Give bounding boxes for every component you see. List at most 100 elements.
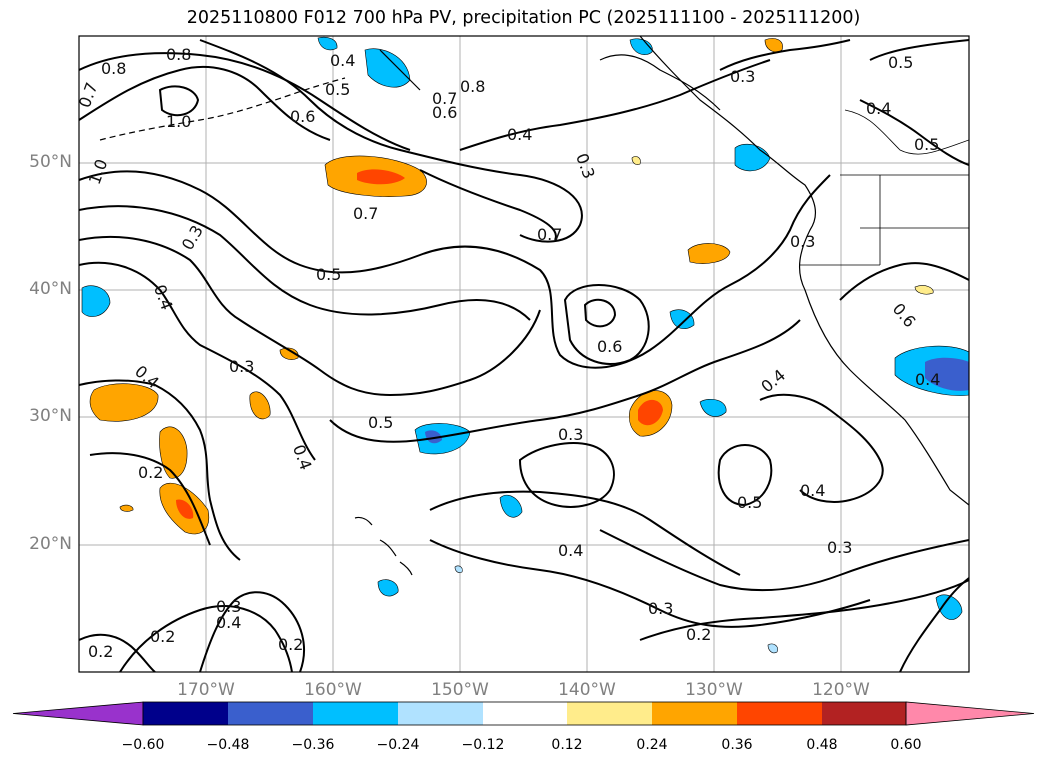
contour-0p7 [79,66,331,141]
contour-0p6 [199,39,583,243]
contour-label: 0.2 [686,625,711,644]
hawaiian-islands [354,516,413,576]
contour-label: 0.8 [101,59,126,78]
lon-label: 120°W [812,680,870,700]
contour-label: 0.5 [325,80,350,99]
precip-blob-northeast [687,243,731,264]
lon-label: 130°W [685,680,743,700]
colorbar-bin [737,702,822,725]
contour-0p5-loop [717,444,773,507]
map-title: 2025110800 F012 700 hPa PV, precipitatio… [186,8,861,28]
positive-precip-fills [89,38,934,535]
colorbar-tick-label: −0.48 [206,737,250,753]
contour-0p3-loop [518,442,615,508]
colorbar-tick-label: −0.60 [121,737,165,753]
contour-label: 0.3 [216,597,241,616]
contour-0p6-loop [583,298,617,328]
precip-blob-small1 [249,391,271,420]
lon-label: 140°W [558,680,616,700]
contour-label: 0.3 [827,538,852,557]
precip-core-central [638,399,663,426]
contour-label: 0.2 [88,642,113,661]
contour-0p5-mid [79,205,531,321]
contour-0p6-outer [563,284,650,365]
contour-0p3-canada [719,39,851,71]
colorbar-tick-label: −0.24 [376,737,420,753]
contour-0p5-canada [869,39,969,61]
neg-precip-east2 [699,399,727,417]
neg-precip-east [669,309,695,330]
contour-label: 0.2 [150,627,175,646]
precip-blob-small2 [279,347,299,360]
colorbar [12,701,1035,726]
contour-label: 0.4 [216,613,241,632]
colorbar-tick-label: 0.36 [721,737,753,753]
canada-inland [844,109,969,155]
contour-0p7-b [419,169,557,241]
map-plot-area: 0.8 0.8 0.7 1.0 1.0 0.6 0.5 0.4 0.7 0.6 … [79,36,969,672]
contour-label: 0.4 [800,481,825,500]
contour-label: 0.6 [290,107,315,126]
contour-labels: 0.8 0.8 0.7 1.0 1.0 0.6 0.5 0.4 0.7 0.6 … [79,45,940,661]
contour-0p5-north [79,170,831,369]
contour-label: 0.6 [597,337,622,356]
contour-label: 0.2 [138,463,163,482]
contour-0p4-east2 [759,393,884,503]
precip-blob-canada [764,38,783,53]
colorbar-tick-label: −0.12 [461,737,505,753]
neg-precip-gulf-alaska [629,38,653,55]
contour-label: 0.8 [460,77,485,96]
contour-0p3-south [599,529,969,592]
contour-label: 0.8 [166,45,191,64]
alaska-panhandle-coast [599,54,721,111]
precip-core-southwest [176,499,194,519]
contour-0p4 [79,235,541,397]
precip-core-gulf [357,169,405,185]
colorbar-outline [142,701,907,726]
contour-0p2-south [639,579,969,641]
contour-0p5-south2 [429,490,741,576]
contour-0p3-sw [199,591,305,672]
contour-0p4-south [429,539,871,628]
contour-0p2-west [89,452,211,546]
contour-0p6-nevada [839,262,969,301]
lat-label: 30°N [29,406,72,426]
contour-label: 0.5 [368,413,393,432]
contour-label: 0.4 [866,99,891,118]
contour-0p3-west [79,379,241,561]
colorbar-tick-label: −0.36 [291,737,335,753]
contour-label: 0.7 [432,89,457,108]
colorbar-tick-label: 0.48 [806,737,838,753]
contour-label: 0.3 [730,67,755,86]
north-america-coast [639,36,969,506]
colorbar-bin [398,702,483,725]
colorbar-bin [143,702,228,725]
contour-label: 0.7 [353,204,378,223]
colorbar-tick-label: 0.60 [890,737,922,753]
contour-label: 0.3 [790,232,815,251]
contour-label: 0.3 [558,425,583,444]
lon-label: 160°W [304,680,362,700]
alaska-coast [379,49,421,91]
precip-blob-tiny [119,504,134,512]
contour-label: 0.4 [915,370,940,389]
contour-0p4-west [79,261,316,461]
colorbar-extend-high [905,701,1035,726]
neg-precip-tiny2 [454,565,463,573]
neg-precip-southwest [377,579,399,597]
contour-label: 0.5 [914,135,939,154]
contour-0p8 [79,52,411,151]
contour-label: 0.4 [507,125,532,144]
lon-label: 170°W [177,680,235,700]
precip-blob-southwest1 [159,426,188,479]
contour-0p2-sw [119,605,293,672]
contour-label: 0.3 [648,599,673,618]
colorbar-bin [822,702,906,725]
colorbar-extend-low [12,701,144,726]
neg-precip-hawaii-north [81,285,111,317]
colorbar-bin [228,702,313,725]
ocean-background [79,36,969,672]
contour-1p0-loop [158,85,200,117]
neg-precip-core-california [925,357,969,391]
graticule [79,36,969,672]
